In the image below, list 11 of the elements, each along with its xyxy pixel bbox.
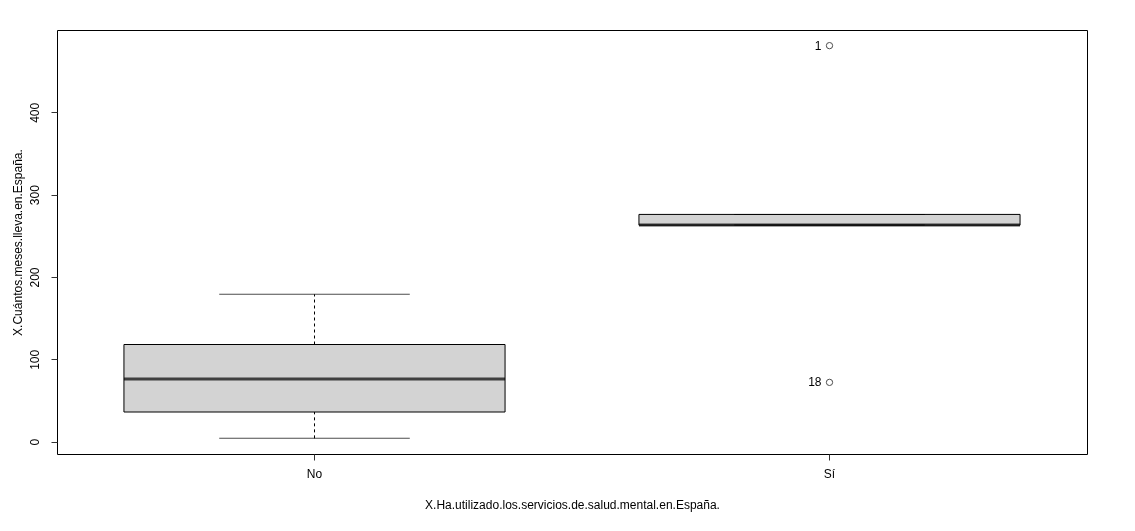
annotation: 1 [814, 38, 822, 53]
y-tick-label: 0 [27, 438, 42, 446]
annotation: 18 [808, 375, 822, 390]
y-tick-label: 100 [27, 349, 42, 370]
x-tick-label: Sí [823, 466, 836, 481]
y-tick-label: 400 [27, 102, 42, 123]
x-tick-label: No [306, 466, 323, 481]
y-tick-label: 200 [27, 267, 42, 288]
y-axis-title: X.Cuántos.meses.lleva.en.España. [10, 149, 25, 336]
y-tick-label: 300 [27, 184, 42, 206]
x-axis-title: X.Ha.utilizado.los.servicios.de.salud.mental.en.España. [425, 497, 720, 512]
